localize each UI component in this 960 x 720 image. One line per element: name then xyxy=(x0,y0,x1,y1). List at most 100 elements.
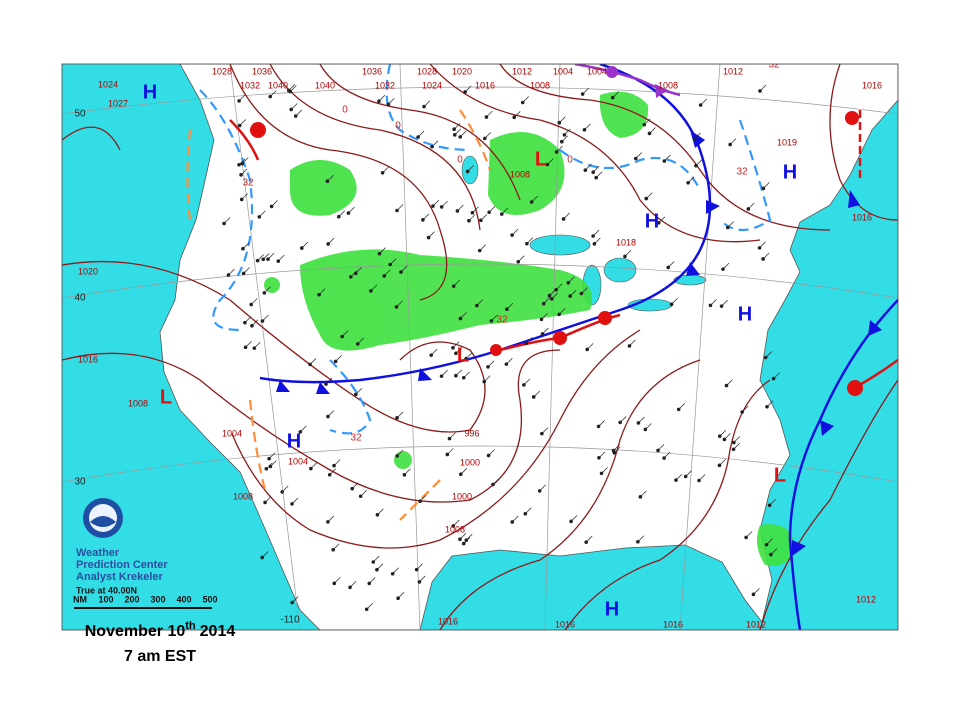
occluded-symbols xyxy=(606,66,668,98)
wind-barb xyxy=(724,433,731,440)
wind-barb xyxy=(419,575,426,583)
longitude-line xyxy=(679,64,721,630)
high-pressure: H xyxy=(783,161,797,183)
isobar xyxy=(62,126,121,151)
pressure-label: 1012 xyxy=(512,66,532,76)
cold-front xyxy=(788,299,898,630)
pressure-label: 1016 xyxy=(78,354,98,364)
pressure-label: 1020 xyxy=(452,66,472,76)
wind-barb xyxy=(763,182,770,189)
wind-barb xyxy=(547,158,554,165)
credit-line: Analyst Krekeler xyxy=(76,571,164,583)
wind-barb xyxy=(486,110,493,118)
wind-barb xyxy=(351,482,359,489)
wind-barb xyxy=(465,352,473,359)
isobars xyxy=(62,64,898,630)
wind-barb xyxy=(379,247,386,254)
wind-barb xyxy=(349,581,357,588)
isobar xyxy=(62,260,486,433)
wind-barb xyxy=(459,130,467,138)
wind-barb xyxy=(586,343,594,350)
graticule xyxy=(62,64,898,630)
wind-barb xyxy=(522,96,529,103)
wind-barb xyxy=(766,400,774,408)
occluded-front xyxy=(574,64,681,97)
wind-barb xyxy=(555,283,563,291)
wind-barb xyxy=(512,515,519,523)
wind-barb xyxy=(657,444,665,451)
isotherms xyxy=(186,64,772,521)
pressure-label: 1004 xyxy=(288,456,308,466)
map-area: 1024 1027 1028 1036 1032 1040 1040 1036 1032 1028… xyxy=(62,64,898,630)
caption-day: November 10 xyxy=(85,623,186,640)
wind-barb xyxy=(463,371,470,378)
latitude-line xyxy=(62,445,898,483)
wind-barb xyxy=(376,563,384,570)
wind-barb xyxy=(488,205,496,213)
wind-barb xyxy=(472,206,479,213)
isobar xyxy=(269,64,481,231)
wind-barb xyxy=(525,507,532,514)
wind-barb xyxy=(291,497,299,505)
wind-barb xyxy=(243,267,250,274)
wind-barb xyxy=(242,157,249,164)
wind-barb xyxy=(594,237,601,245)
pressure-label: 1028 xyxy=(212,66,232,76)
wind-barb xyxy=(278,254,285,262)
wind-barb xyxy=(453,519,460,527)
wind-barb xyxy=(488,449,495,456)
high-pressure: H xyxy=(645,210,659,232)
wind-barb xyxy=(479,244,486,251)
pressure-label: 1028 xyxy=(417,66,437,76)
pressure-label: 1008 xyxy=(128,398,148,408)
wind-barb xyxy=(759,84,767,92)
wind-barb xyxy=(431,140,439,147)
wind-barb xyxy=(698,474,706,481)
wind-barb xyxy=(281,485,289,493)
wind-barb xyxy=(700,98,707,106)
wind-barb xyxy=(377,508,384,516)
pressure-label: 1016 xyxy=(438,616,458,626)
wind-barb xyxy=(310,462,318,469)
wind-barb xyxy=(484,375,491,382)
wind-barb xyxy=(366,603,373,610)
cold-front xyxy=(259,64,712,384)
wind-barb xyxy=(441,200,448,208)
wind-barb xyxy=(585,163,592,171)
occluded-front-symbol xyxy=(655,84,668,98)
wind-barb xyxy=(612,91,619,98)
wind-barb xyxy=(466,533,473,541)
wind-barb xyxy=(644,118,651,125)
pressure-label: 1018 xyxy=(616,237,636,247)
isobar xyxy=(759,379,898,630)
pressure-label: 1000 xyxy=(452,491,472,501)
wind-barb xyxy=(770,548,778,555)
wind-barb xyxy=(404,468,411,476)
wind-barb xyxy=(369,577,376,584)
scale-label: 400 xyxy=(176,594,191,604)
wind-barb xyxy=(695,159,703,166)
trough xyxy=(399,479,441,521)
wind-barb xyxy=(396,204,404,211)
wind-barb xyxy=(396,449,404,457)
precip-area xyxy=(394,451,412,469)
wind-barb xyxy=(422,213,430,221)
wind-barb xyxy=(585,535,593,543)
scale-label: NM xyxy=(73,594,87,604)
wind-barb xyxy=(541,313,548,320)
wind-barb xyxy=(468,214,476,221)
wind-barb xyxy=(453,122,461,130)
cold-front-symbol xyxy=(868,320,882,336)
temperature-label: 32 xyxy=(496,315,508,326)
wind-barb xyxy=(423,100,431,107)
wind-barb xyxy=(228,268,235,276)
warm-front-symbol xyxy=(490,344,502,356)
warm-front xyxy=(229,119,260,161)
wind-barb xyxy=(663,451,671,459)
cold-front-symbol xyxy=(848,190,860,208)
wind-barb xyxy=(556,145,563,153)
pressure-label: 1004 xyxy=(553,66,573,76)
pressure-label: 1016 xyxy=(555,619,575,629)
